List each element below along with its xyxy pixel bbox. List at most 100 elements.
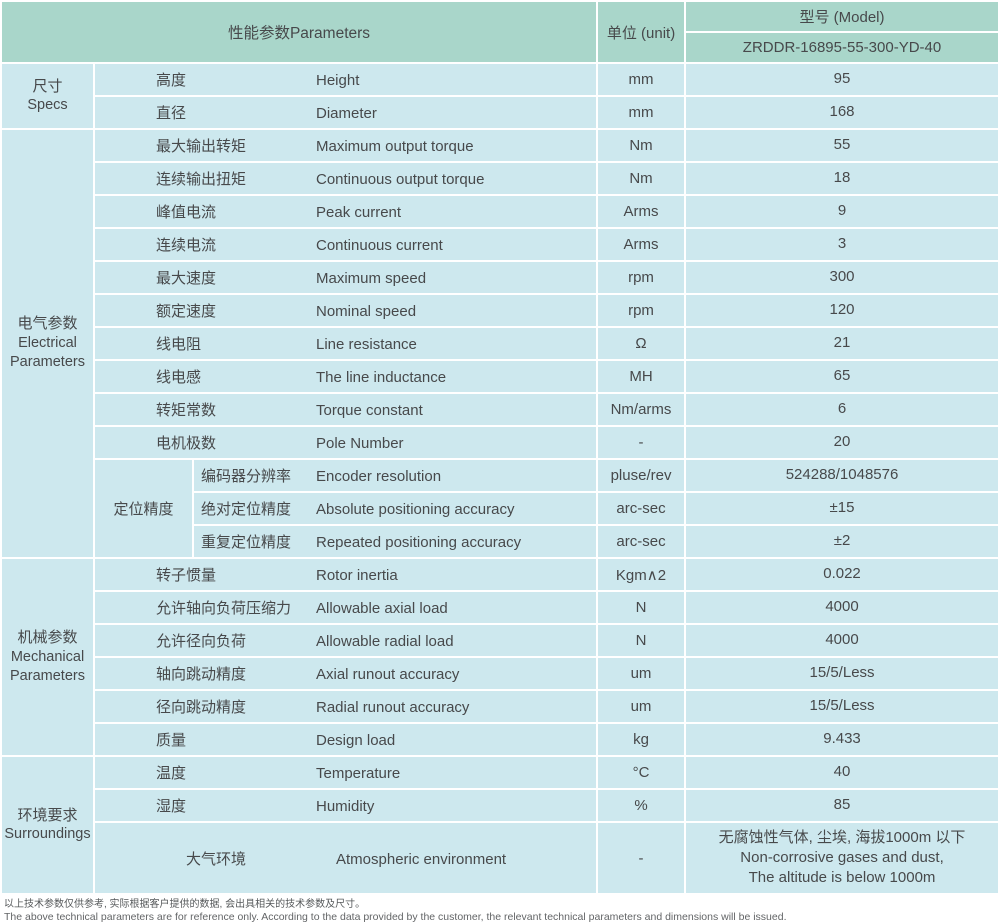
table-row: 重复定位精度 Repeated positioning accuracy arc-…: [1, 524, 998, 559]
unit-cell: %: [596, 788, 687, 823]
footnote: 以上技术参数仅供参考, 实际根据客户提供的数据, 会出具相关的技术参数及尺寸。 …: [0, 899, 998, 924]
param-label-cn: 轴向跳动精度: [156, 666, 247, 683]
param-label-cn: 线电感: [156, 369, 202, 386]
table-row: 额定速度 Nominal speed rpm 120: [1, 293, 998, 328]
value-cell: 20: [684, 425, 998, 460]
value-cell: 0.022: [684, 557, 998, 592]
section-label-cn: 环境要求: [17, 806, 78, 824]
table-row: 电机极数 Pole Number - 20: [1, 425, 998, 460]
param-cell: 转子惯量 Rotor inertia: [92, 557, 599, 592]
table-row: 转矩常数 Torque constant Nm/arms 6: [1, 392, 998, 427]
param-label-cn: 绝对定位精度: [201, 501, 292, 518]
section-label-en: Specs: [27, 97, 68, 114]
value-cell: 40: [684, 755, 998, 790]
table-row: 定位精度 编码器分辨率 Encoder resolution pluse/rev …: [1, 458, 998, 559]
value-cell: 6: [684, 392, 998, 427]
param-label-en: Repeated positioning accuracy: [316, 534, 522, 551]
param-label-cn: 径向跳动精度: [156, 699, 247, 716]
table-row: 湿度 Humidity % 85: [1, 788, 998, 823]
param-cell: 湿度 Humidity: [92, 788, 599, 823]
unit-cell: mm: [596, 95, 687, 130]
unit-cell: pluse/rev: [596, 458, 687, 493]
table-row: 机械参数 Mechanical Parameters 转子惯量 Rotor ine…: [0, 557, 998, 757]
param-label-cn: 允许轴向负荷压缩力: [156, 600, 292, 617]
table-row: 质量 Design load kg 9.433: [1, 722, 998, 757]
param-cell: 允许径向负荷 Allowable radial load: [92, 623, 599, 658]
value-cell: 15/5/Less: [684, 656, 998, 691]
table-row: 线电阻 Line resistance Ω 21: [1, 326, 998, 361]
value-cell: 85: [684, 788, 998, 823]
header-row-2: ZRDDR-16895-55-300-YD-40: [1, 31, 998, 64]
param-label-cn: 湿度: [156, 798, 187, 815]
unit-cell: rpm: [596, 260, 687, 295]
param-label-en: Design load: [316, 732, 396, 749]
param-label-cn: 直径: [156, 105, 187, 122]
table-row: 绝对定位精度 Absolute positioning accuracy arc-…: [1, 491, 998, 526]
param-cell: 线电阻 Line resistance: [92, 326, 599, 361]
param-cell: 线电感 The line inductance: [92, 359, 599, 394]
param-label-en: Peak current: [316, 204, 402, 221]
param-cell: 电机极数 Pole Number: [92, 425, 599, 460]
param-label-cn: 编码器分辨率: [201, 468, 292, 485]
param-label-en: Line resistance: [316, 336, 417, 353]
param-label-cn: 线电阻: [156, 336, 202, 353]
spec-table: 性能参数Parameters 单位 (unit) 型号 (Model) ZRDD…: [0, 0, 998, 895]
param-label-cn: 允许径向负荷: [156, 633, 247, 650]
footnote-en: The above technical parameters are for r…: [4, 911, 787, 924]
table-row: 直径 Diameter mm 168: [1, 95, 998, 130]
param-cell: 高度 Height: [92, 62, 599, 97]
value-cell: 120: [684, 293, 998, 328]
param-label-en: Diameter: [316, 105, 377, 122]
param-cell: 额定速度 Nominal speed: [92, 293, 599, 328]
model-code: ZRDDR-16895-55-300-YD-40: [684, 31, 998, 64]
param-cell: 连续输出扭矩 Continuous output torque: [92, 161, 599, 196]
param-label-cn: 峰值电流: [156, 204, 217, 221]
param-label-en: Temperature: [316, 765, 401, 782]
table-row: 连续电流 Continuous current Arms 3: [1, 227, 998, 262]
unit-cell: Nm/arms: [596, 392, 687, 427]
footnote-cn: 以上技术参数仅供参考, 实际根据客户提供的数据, 会出具相关的技术参数及尺寸。: [4, 899, 366, 910]
value-cell: 3: [684, 227, 998, 262]
value-cell: 65: [684, 359, 998, 394]
section-label-electrical: 电气参数 Electrical Parameters: [0, 128, 95, 559]
param-cell: 编码器分辨率 Encoder resolution: [191, 458, 599, 493]
param-label-en: Radial runout accuracy: [316, 699, 470, 716]
parameters-header: 性能参数Parameters: [0, 0, 599, 64]
group-label-positioning-accuracy: 定位精度: [93, 458, 194, 559]
value-cell: 21: [684, 326, 998, 361]
table-row: 连续输出扭矩 Continuous output torque Nm 18: [1, 161, 998, 196]
param-label-cn: 质量: [156, 732, 187, 749]
param-cell: 直径 Diameter: [92, 95, 599, 130]
table-row: 允许轴向负荷压缩力 Allowable axial load N 4000: [1, 590, 998, 625]
param-cell: 重复定位精度 Repeated positioning accuracy: [191, 524, 599, 559]
param-label-cn: 温度: [156, 765, 187, 782]
param-label-en: Encoder resolution: [316, 468, 442, 485]
param-label-cn: 高度: [156, 72, 187, 89]
param-label-cn: 最大输出转矩: [156, 138, 247, 155]
value-cell: 95: [684, 62, 998, 97]
param-label-cn: 额定速度: [156, 303, 217, 320]
param-label-cn: 重复定位精度: [201, 534, 292, 551]
param-label-en: Maximum speed: [316, 270, 427, 287]
value-cell: 4000: [684, 623, 998, 658]
table-row: 轴向跳动精度 Axial runout accuracy um 15/5/Less: [1, 656, 998, 691]
param-label-cn: 连续输出扭矩: [156, 171, 247, 188]
param-cell: 峰值电流 Peak current: [92, 194, 599, 229]
table-row: 尺寸 Specs 高度 Height mm 95: [0, 62, 998, 130]
value-cell: 168: [684, 95, 998, 130]
unit-cell: kg: [596, 722, 687, 757]
param-cell: 质量 Design load: [92, 722, 599, 757]
param-label-cn: 电机极数: [156, 435, 217, 452]
param-label-cn: 连续电流: [156, 237, 217, 254]
param-cell: 轴向跳动精度 Axial runout accuracy: [92, 656, 599, 691]
value-cell: 300: [684, 260, 998, 295]
param-label-en: Pole Number: [316, 435, 404, 452]
param-cell: 最大速度 Maximum speed: [92, 260, 599, 295]
unit-cell: MH: [596, 359, 687, 394]
value-cell: ±15: [684, 491, 998, 526]
param-label-en: Continuous output torque: [316, 171, 485, 188]
unit-cell: Nm: [596, 128, 687, 163]
unit-header: 单位 (unit): [596, 0, 687, 64]
value-cell: 55: [684, 128, 998, 163]
param-cell: 径向跳动精度 Radial runout accuracy: [92, 689, 599, 724]
